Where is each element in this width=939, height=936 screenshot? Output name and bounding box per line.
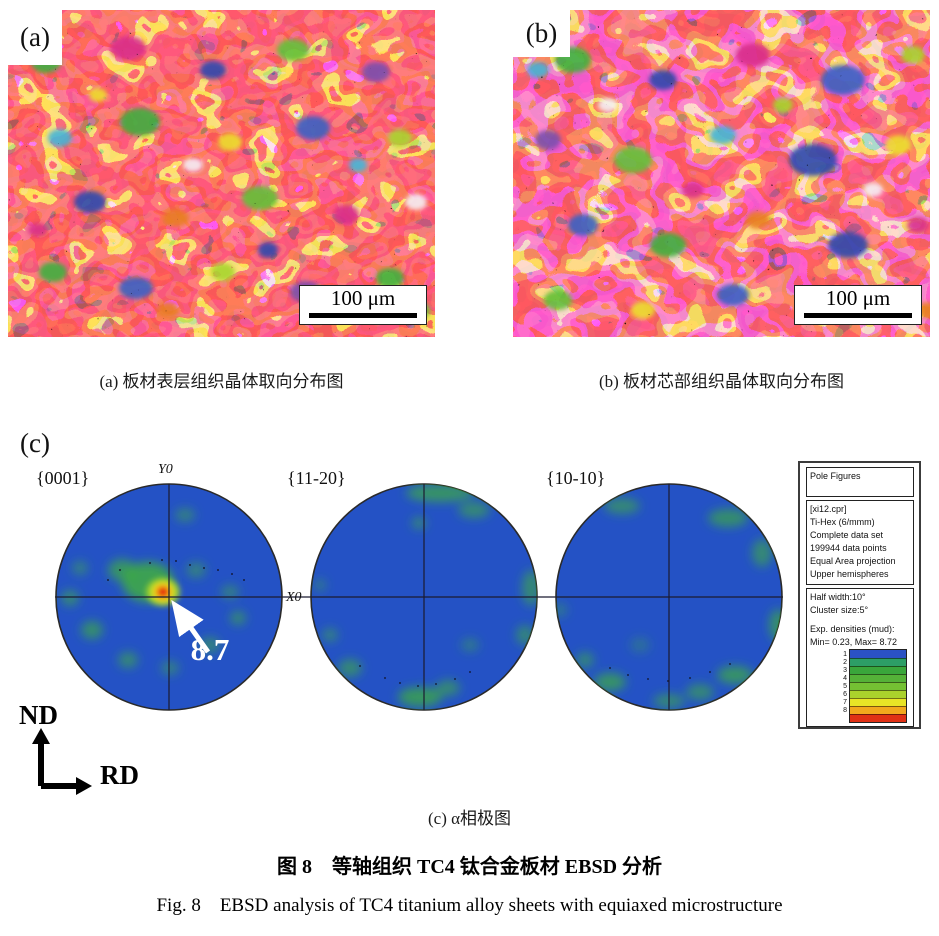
nd-axis-label: ND bbox=[19, 700, 58, 730]
legend-density-line: Exp. densities (mud): bbox=[810, 624, 895, 634]
pole-figure-legend: Pole Figures [xi12.cpr] Ti-Hex (6/mmm) C… bbox=[798, 461, 921, 729]
color-band bbox=[850, 658, 906, 666]
figure-title-en: Fig. 8 EBSD analysis of TC4 titanium all… bbox=[156, 895, 783, 916]
color-band bbox=[850, 666, 906, 674]
panel-a-label-box: (a) bbox=[8, 10, 62, 65]
color-band bbox=[850, 674, 906, 682]
legend-param-line: Cluster size:5° bbox=[810, 605, 869, 615]
legend-info-line: Complete data set bbox=[810, 530, 884, 540]
panel-a-label: (a) bbox=[20, 22, 50, 52]
scale-tick: 1 bbox=[843, 651, 847, 658]
pf-10-10-label: {10-10} bbox=[546, 468, 606, 488]
caption-panel-a: (a) 板材表层组织晶体取向分布图 bbox=[99, 372, 344, 391]
panel-a-scalebar-label: 100 μm bbox=[330, 286, 396, 310]
rd-axis-label: RD bbox=[100, 760, 139, 790]
color-band bbox=[850, 690, 906, 698]
ebsd-map-b: (b) 100 μm bbox=[513, 10, 930, 337]
panel-a-scalebar-line bbox=[309, 313, 417, 318]
pf-0001-label: {0001} bbox=[36, 468, 90, 488]
panel-b-label-box: (b) bbox=[513, 10, 570, 57]
legend-info-line: [xi12.cpr] bbox=[810, 504, 847, 514]
panel-c-label: (c) bbox=[20, 428, 50, 458]
legend-info-line: Ti-Hex (6/mmm) bbox=[810, 517, 875, 527]
panel-a-scalebar: 100 μm bbox=[299, 285, 427, 325]
panel-b-scalebar-label: 100 μm bbox=[825, 286, 891, 310]
scale-tick: 4 bbox=[843, 675, 847, 682]
color-band bbox=[850, 706, 906, 714]
pf-x-axis-label: X0 bbox=[286, 590, 302, 605]
scale-tick: 2 bbox=[843, 659, 847, 666]
pole-figures-plot bbox=[55, 483, 783, 711]
legend-info-box: [xi12.cpr] Ti-Hex (6/mmm) Complete data … bbox=[806, 500, 914, 585]
scale-tick: 5 bbox=[843, 683, 847, 690]
pole-figure-10-10 bbox=[555, 483, 783, 711]
color-band bbox=[850, 650, 906, 658]
legend-info-line: 199944 data points bbox=[810, 543, 887, 553]
scale-tick: 6 bbox=[843, 691, 847, 698]
scale-tick: 3 bbox=[843, 667, 847, 674]
nd-rd-arrows bbox=[32, 728, 92, 795]
legend-title: Pole Figures bbox=[810, 471, 861, 481]
panel-b-scalebar: 100 μm bbox=[794, 285, 922, 325]
pole-figure-11-20 bbox=[310, 483, 538, 711]
figure-title-zh: 图 8 等轴组织 TC4 钛合金板材 EBSD 分析 bbox=[276, 856, 663, 878]
legend-params-box: Half width:10° Cluster size:5° Exp. dens… bbox=[806, 588, 914, 727]
contour-dots bbox=[359, 665, 471, 687]
color-band bbox=[850, 714, 906, 722]
legend-info-line: Upper hemispheres bbox=[810, 569, 889, 579]
ebsd-map-b-image bbox=[513, 10, 930, 337]
density-color-scale bbox=[849, 649, 907, 723]
max-density-arrow bbox=[171, 599, 211, 654]
scale-tick: 7 bbox=[843, 699, 847, 706]
contour-dots bbox=[107, 559, 245, 581]
caption-panel-b: (b) 板材芯部组织晶体取向分布图 bbox=[598, 372, 845, 391]
panel-b-scalebar-line bbox=[804, 313, 912, 318]
caption-panel-c: (c) α相极图 bbox=[427, 809, 512, 828]
pf-11-20-label: {11-20} bbox=[287, 468, 346, 488]
legend-info-line: Equal Area projection bbox=[810, 556, 896, 566]
color-band bbox=[850, 698, 906, 706]
pole-figure-0001 bbox=[55, 483, 283, 711]
scale-tick: 8 bbox=[843, 707, 847, 714]
panel-b-label: (b) bbox=[525, 18, 558, 48]
max-density-annotation: 8.7 bbox=[190, 632, 230, 667]
legend-param-line: Half width:10° bbox=[810, 592, 866, 602]
legend-density-line: Min= 0.23, Max= 8.72 bbox=[810, 637, 898, 647]
ebsd-map-a-image bbox=[8, 10, 435, 337]
legend-title-box: Pole Figures bbox=[806, 467, 914, 497]
pf-y-axis-label: Y0 bbox=[158, 462, 173, 477]
ebsd-map-a: (a) 100 μm bbox=[8, 10, 435, 337]
color-band bbox=[850, 682, 906, 690]
